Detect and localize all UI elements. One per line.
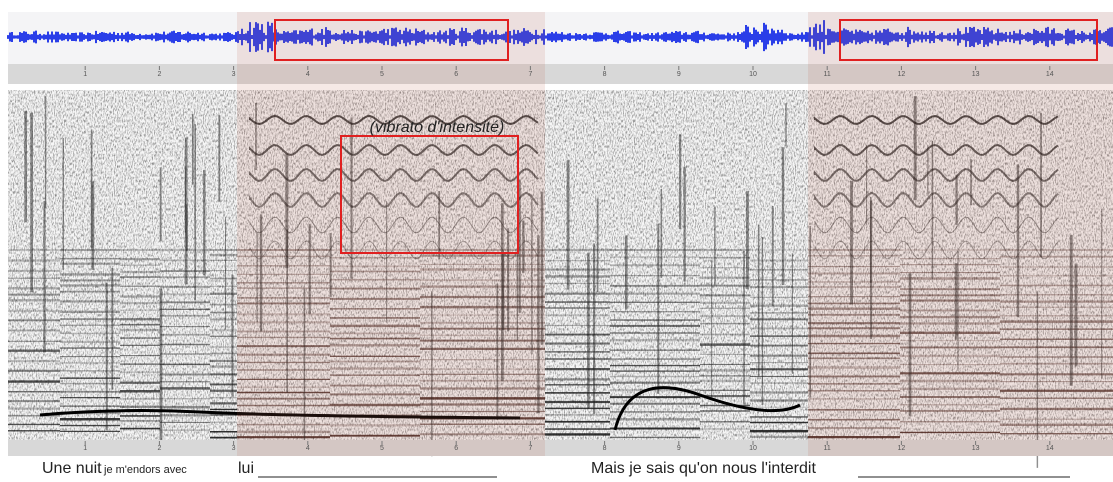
selection-box <box>340 135 519 254</box>
vibrato-harmonic <box>249 191 539 209</box>
ruler-label: 1 <box>83 71 87 78</box>
ruler-label: 12 <box>898 445 906 452</box>
ruler-label: 13 <box>972 445 980 452</box>
vibrato-harmonic <box>249 240 539 260</box>
ruler-label: 12 <box>898 71 906 78</box>
ruler-label: 9 <box>677 445 681 452</box>
vibrato-harmonic <box>249 167 539 183</box>
ruler-label: 2 <box>157 445 161 452</box>
ruler-label: 11 <box>824 445 831 452</box>
top-ruler <box>8 64 1113 84</box>
pitch-curve <box>39 409 521 420</box>
vibrato-harmonic <box>814 143 1059 157</box>
lyric: lui <box>238 460 254 477</box>
ruler-label: 5 <box>380 445 384 452</box>
ruler-label: 1 <box>83 445 87 452</box>
ruler-label: 4 <box>306 445 310 452</box>
vibrato-harmonic <box>814 191 1059 209</box>
ruler-label: 10 <box>749 71 757 78</box>
vibrato-harmonic <box>814 167 1059 183</box>
ruler-label: 11 <box>824 71 831 78</box>
annotation: (vibrato d'intensité) <box>370 119 505 136</box>
bottom-ruler <box>8 440 1113 456</box>
ruler-label: 6 <box>454 445 458 452</box>
ruler-label: 13 <box>972 71 980 78</box>
ruler-label: 8 <box>603 445 607 452</box>
ruler-label: 3 <box>232 445 236 452</box>
ruler-label: 6 <box>454 71 458 78</box>
vibrato-harmonic <box>249 114 539 126</box>
ruler-label: 14 <box>1046 445 1054 452</box>
pitch-curve <box>613 386 801 431</box>
lyric: Une nuit <box>42 460 102 477</box>
ruler-label: 7 <box>528 445 532 452</box>
ruler-label: 7 <box>528 71 532 78</box>
highlight-region <box>808 12 1113 456</box>
vibrato-harmonic <box>814 216 1059 234</box>
vibrato-harmonic <box>814 240 1059 260</box>
selection-box <box>839 19 1098 61</box>
ruler-label: 2 <box>157 71 161 78</box>
lyric: je m'endors avec <box>103 464 187 476</box>
ruler-label: 14 <box>1046 71 1054 78</box>
ruler-label: 5 <box>380 71 384 78</box>
highlight-region <box>237 12 545 456</box>
spectrogram <box>8 96 1113 468</box>
ruler-label: 9 <box>677 71 681 78</box>
vibrato-harmonic <box>249 216 539 234</box>
ruler-label: 4 <box>306 71 310 78</box>
waveform <box>7 20 1113 54</box>
vibrato-harmonic <box>814 114 1059 126</box>
ruler-label: 10 <box>749 445 757 452</box>
lyric: Mais je sais qu'on nous l'interdit <box>591 460 816 477</box>
ruler-label: 3 <box>232 71 236 78</box>
ruler-label: 8 <box>603 71 607 78</box>
vibrato-harmonic <box>249 143 539 157</box>
selection-box <box>274 19 509 61</box>
